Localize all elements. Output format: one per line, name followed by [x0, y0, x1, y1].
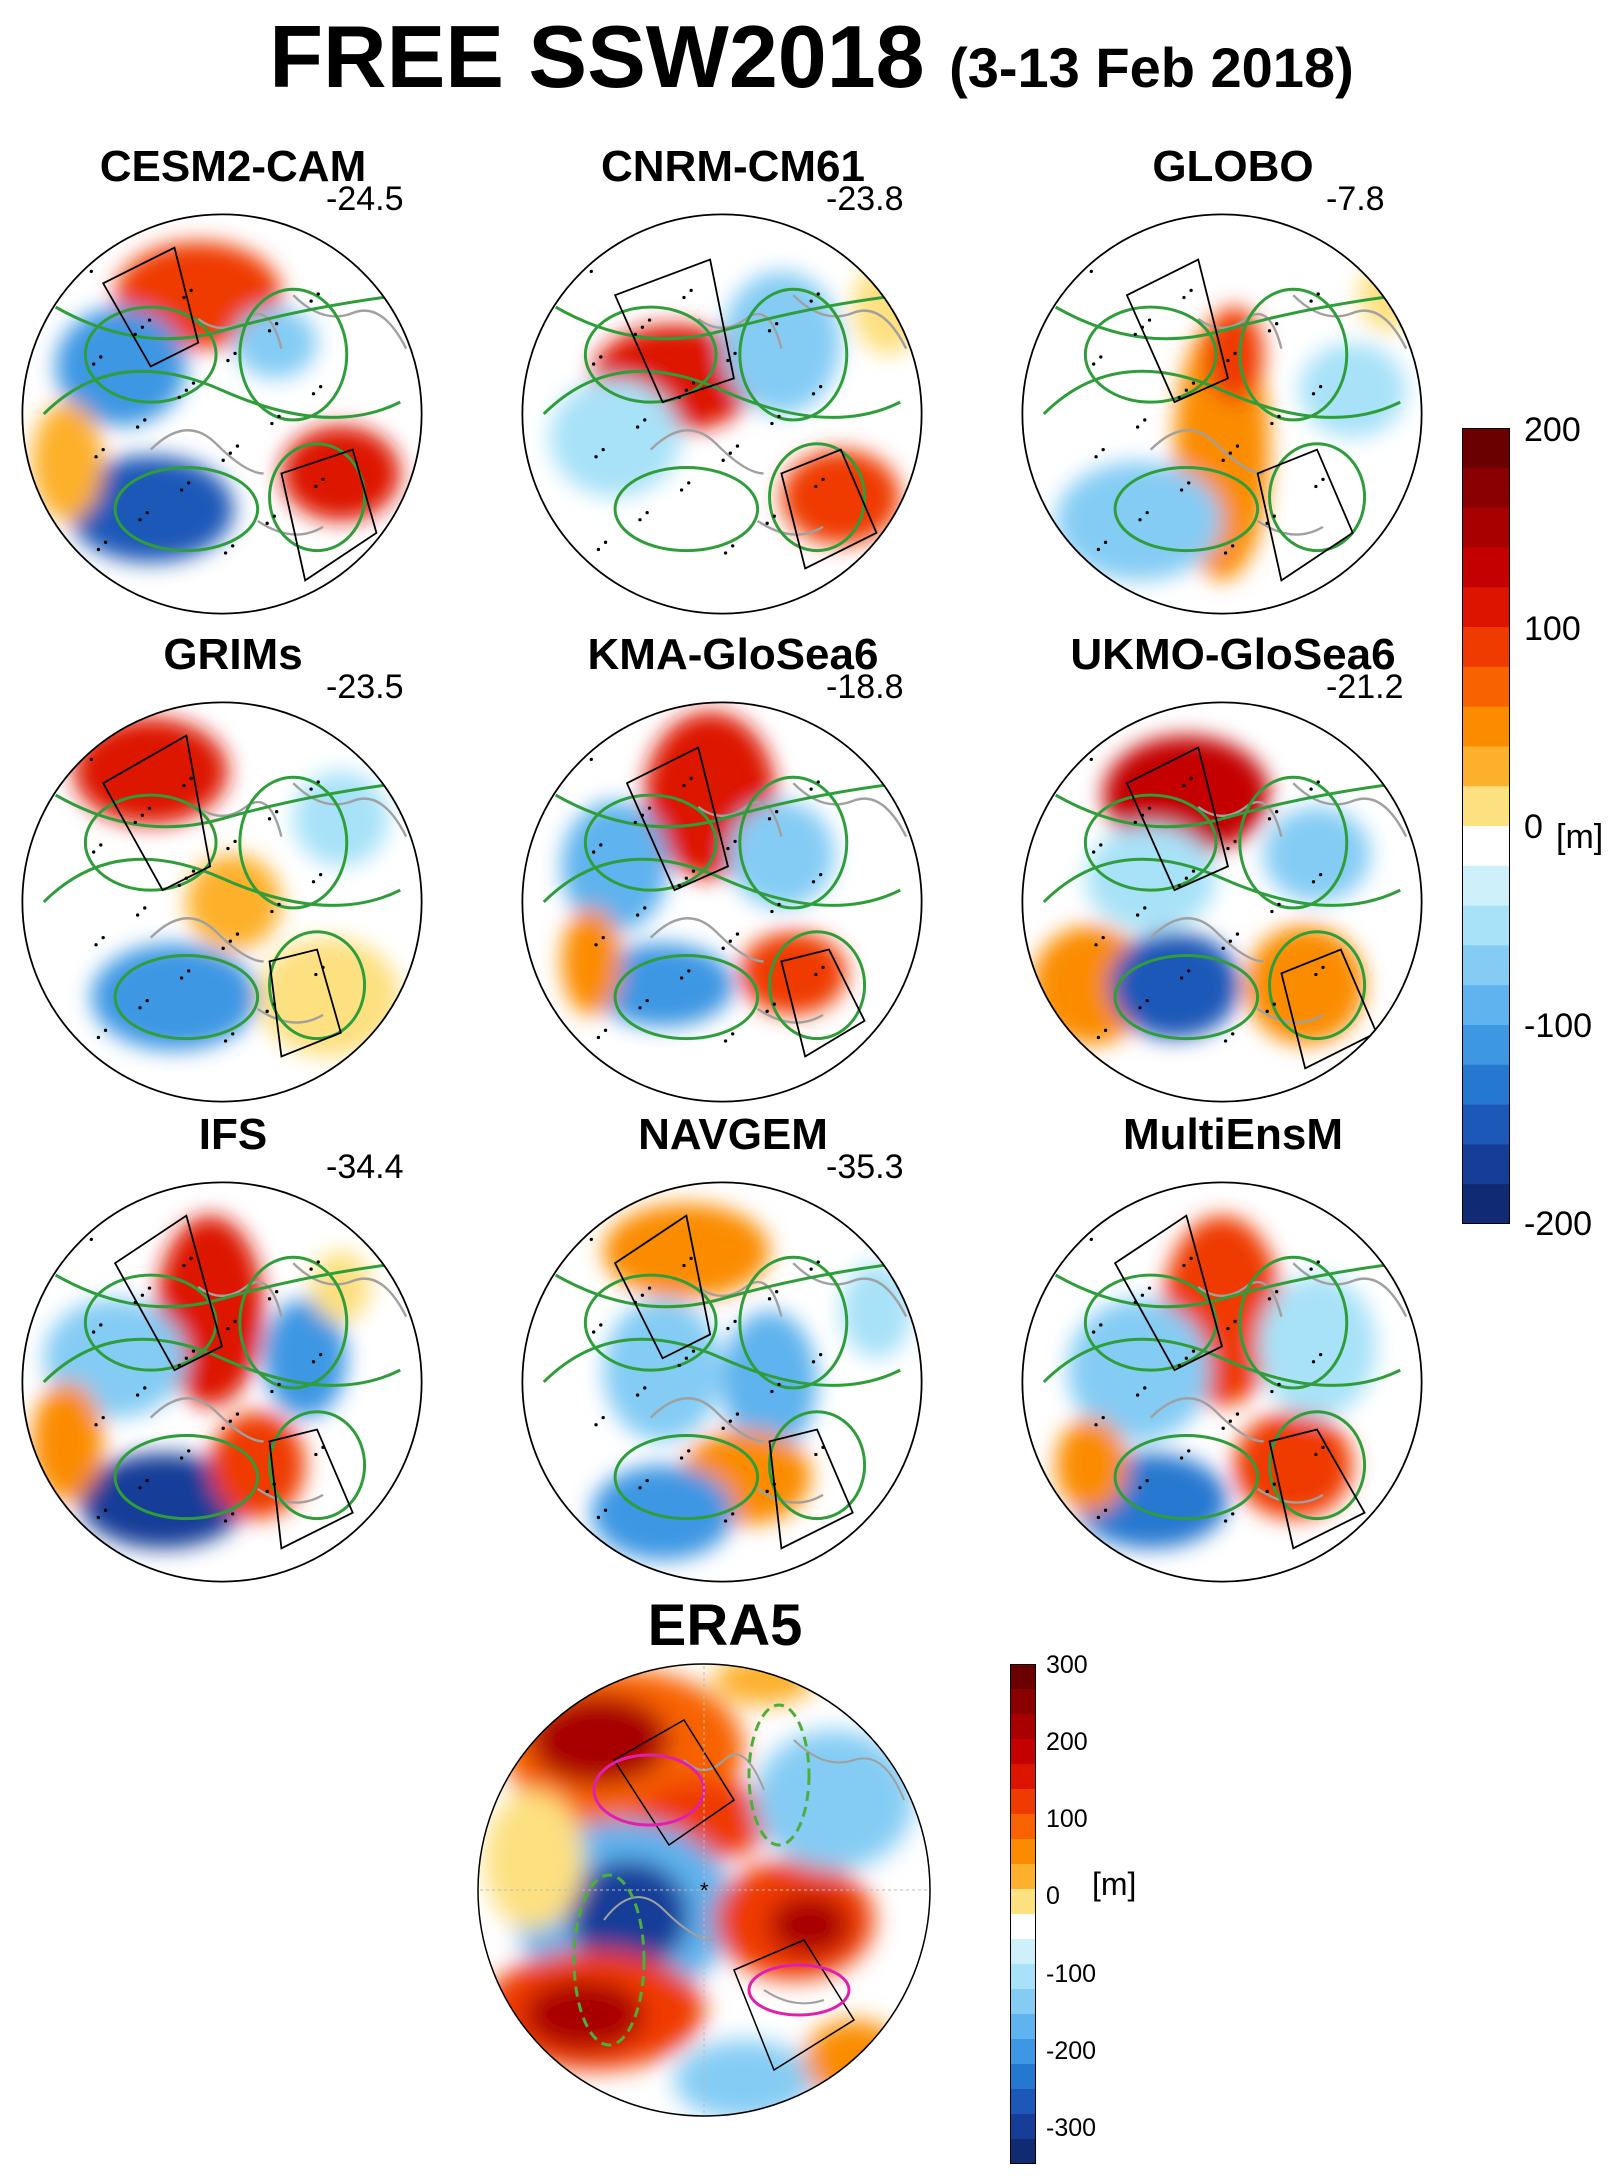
colorbar-swatch [1010, 2114, 1036, 2140]
colorbar-tick-minus100: -100 [1524, 1007, 1593, 1045]
colorbar-swatch [1010, 2064, 1036, 2090]
era5-colorbar [1010, 1664, 1036, 2164]
panel-index-value: -18.8 [826, 668, 904, 706]
colorbar-swatch [1462, 666, 1510, 708]
colorbar-swatch [1010, 1739, 1036, 1765]
colorbar-swatch [1010, 1864, 1036, 1890]
polar-map [1021, 1181, 1423, 1583]
polar-map [521, 213, 923, 615]
colorbar-swatch [1010, 1789, 1036, 1815]
colorbar-swatch [1462, 507, 1510, 548]
figure-title: FREE SSW2018 (3-13 Feb 2018) [0, 6, 1623, 108]
colorbar-tick-200: 200 [1524, 411, 1581, 449]
colorbar-swatch [1462, 1144, 1510, 1185]
era5-tick-200: 200 [1046, 1728, 1088, 1756]
panel-index-value: -35.3 [826, 1148, 904, 1186]
era5-tick-minus200: -200 [1046, 2037, 1097, 2065]
svg-text:*: * [700, 1878, 709, 1903]
polar-map [521, 701, 923, 1103]
colorbar-unit: [m] [1556, 818, 1604, 856]
colorbar-swatch [1462, 786, 1510, 827]
colorbar-swatch [1010, 2139, 1036, 2164]
colorbar-swatch [1010, 1689, 1036, 1715]
colorbar-swatch [1462, 746, 1510, 787]
panel-index-value: -24.5 [326, 180, 404, 218]
polar-map [521, 1181, 923, 1583]
panel-index-value: -23.8 [826, 180, 904, 218]
colorbar-swatch [1462, 826, 1510, 867]
colorbar-swatch [1462, 865, 1510, 907]
colorbar-swatch [1462, 1025, 1510, 1066]
colorbar-swatch [1462, 905, 1510, 946]
colorbar-swatch [1010, 1814, 1036, 1840]
era5-tick-minus100: -100 [1046, 1960, 1097, 1988]
panel-index-value: -23.5 [326, 668, 404, 706]
colorbar-swatch [1462, 428, 1510, 469]
colorbar-swatch [1010, 1664, 1036, 1690]
colorbar-swatch [1462, 467, 1510, 509]
era5-title: ERA5 [647, 1593, 803, 1658]
panel-title: NAVGEM [638, 1110, 828, 1159]
colorbar-swatch [1010, 1714, 1036, 1740]
polar-map [21, 213, 423, 615]
panel-title: MultiEnsM [1123, 1110, 1343, 1159]
era5-map: * [477, 1663, 931, 2117]
colorbar-tick-100: 100 [1524, 610, 1581, 648]
polar-map [1021, 701, 1423, 1103]
colorbar-swatch [1462, 985, 1510, 1026]
colorbar-swatch [1462, 1064, 1510, 1106]
colorbar-tick-0: 0 [1524, 808, 1543, 846]
title-main: FREE SSW2018 [269, 7, 925, 106]
colorbar-swatch [1462, 547, 1510, 588]
colorbar-swatch [1462, 627, 1510, 668]
era5-tick-minus300: -300 [1046, 2114, 1097, 2142]
panel-title: CNRM-CM61 [601, 142, 865, 191]
era5-colorbar-unit: [m] [1092, 1866, 1137, 1902]
colorbar-swatch [1010, 1839, 1036, 1865]
colorbar-tick-minus200: -200 [1524, 1205, 1593, 1243]
panel-title: UKMO-GloSea6 [1070, 630, 1396, 679]
panel-title: GLOBO [1152, 142, 1314, 191]
colorbar-swatch [1462, 706, 1510, 747]
polar-map [21, 701, 423, 1103]
colorbar-swatch [1010, 2014, 1036, 2040]
era5-tick-0: 0 [1046, 1882, 1060, 1910]
colorbar-swatch [1010, 1764, 1036, 1790]
panel-index-value: -7.8 [1326, 180, 1385, 218]
panel-index-value: -34.4 [326, 1148, 404, 1186]
colorbar-swatch [1010, 1989, 1036, 2015]
colorbar-swatch [1462, 1184, 1510, 1224]
colorbar-swatch [1462, 945, 1510, 986]
panel-index-value: -21.2 [1326, 668, 1404, 706]
colorbar-swatch [1462, 587, 1510, 628]
colorbar-swatch [1010, 2089, 1036, 2115]
colorbar-swatch [1010, 1964, 1036, 1990]
title-period: (3-13 Feb 2018) [949, 36, 1354, 99]
colorbar-swatch [1010, 1889, 1036, 1915]
polar-map [21, 1181, 423, 1583]
colorbar-swatch [1010, 1914, 1036, 1940]
era5-tick-300: 300 [1046, 1651, 1088, 1679]
colorbar-swatch [1462, 1104, 1510, 1145]
colorbar-swatch [1010, 2039, 1036, 2065]
model-colorbar [1462, 428, 1510, 1224]
panel-title: CESM2-CAM [99, 142, 367, 191]
panel-title: KMA-GloSea6 [587, 630, 879, 679]
colorbar-swatch [1010, 1939, 1036, 1965]
polar-map [1021, 213, 1423, 615]
era5-tick-100: 100 [1046, 1805, 1088, 1833]
panel-title: IFS [198, 1110, 268, 1159]
panel-title: GRIMs [163, 630, 303, 679]
